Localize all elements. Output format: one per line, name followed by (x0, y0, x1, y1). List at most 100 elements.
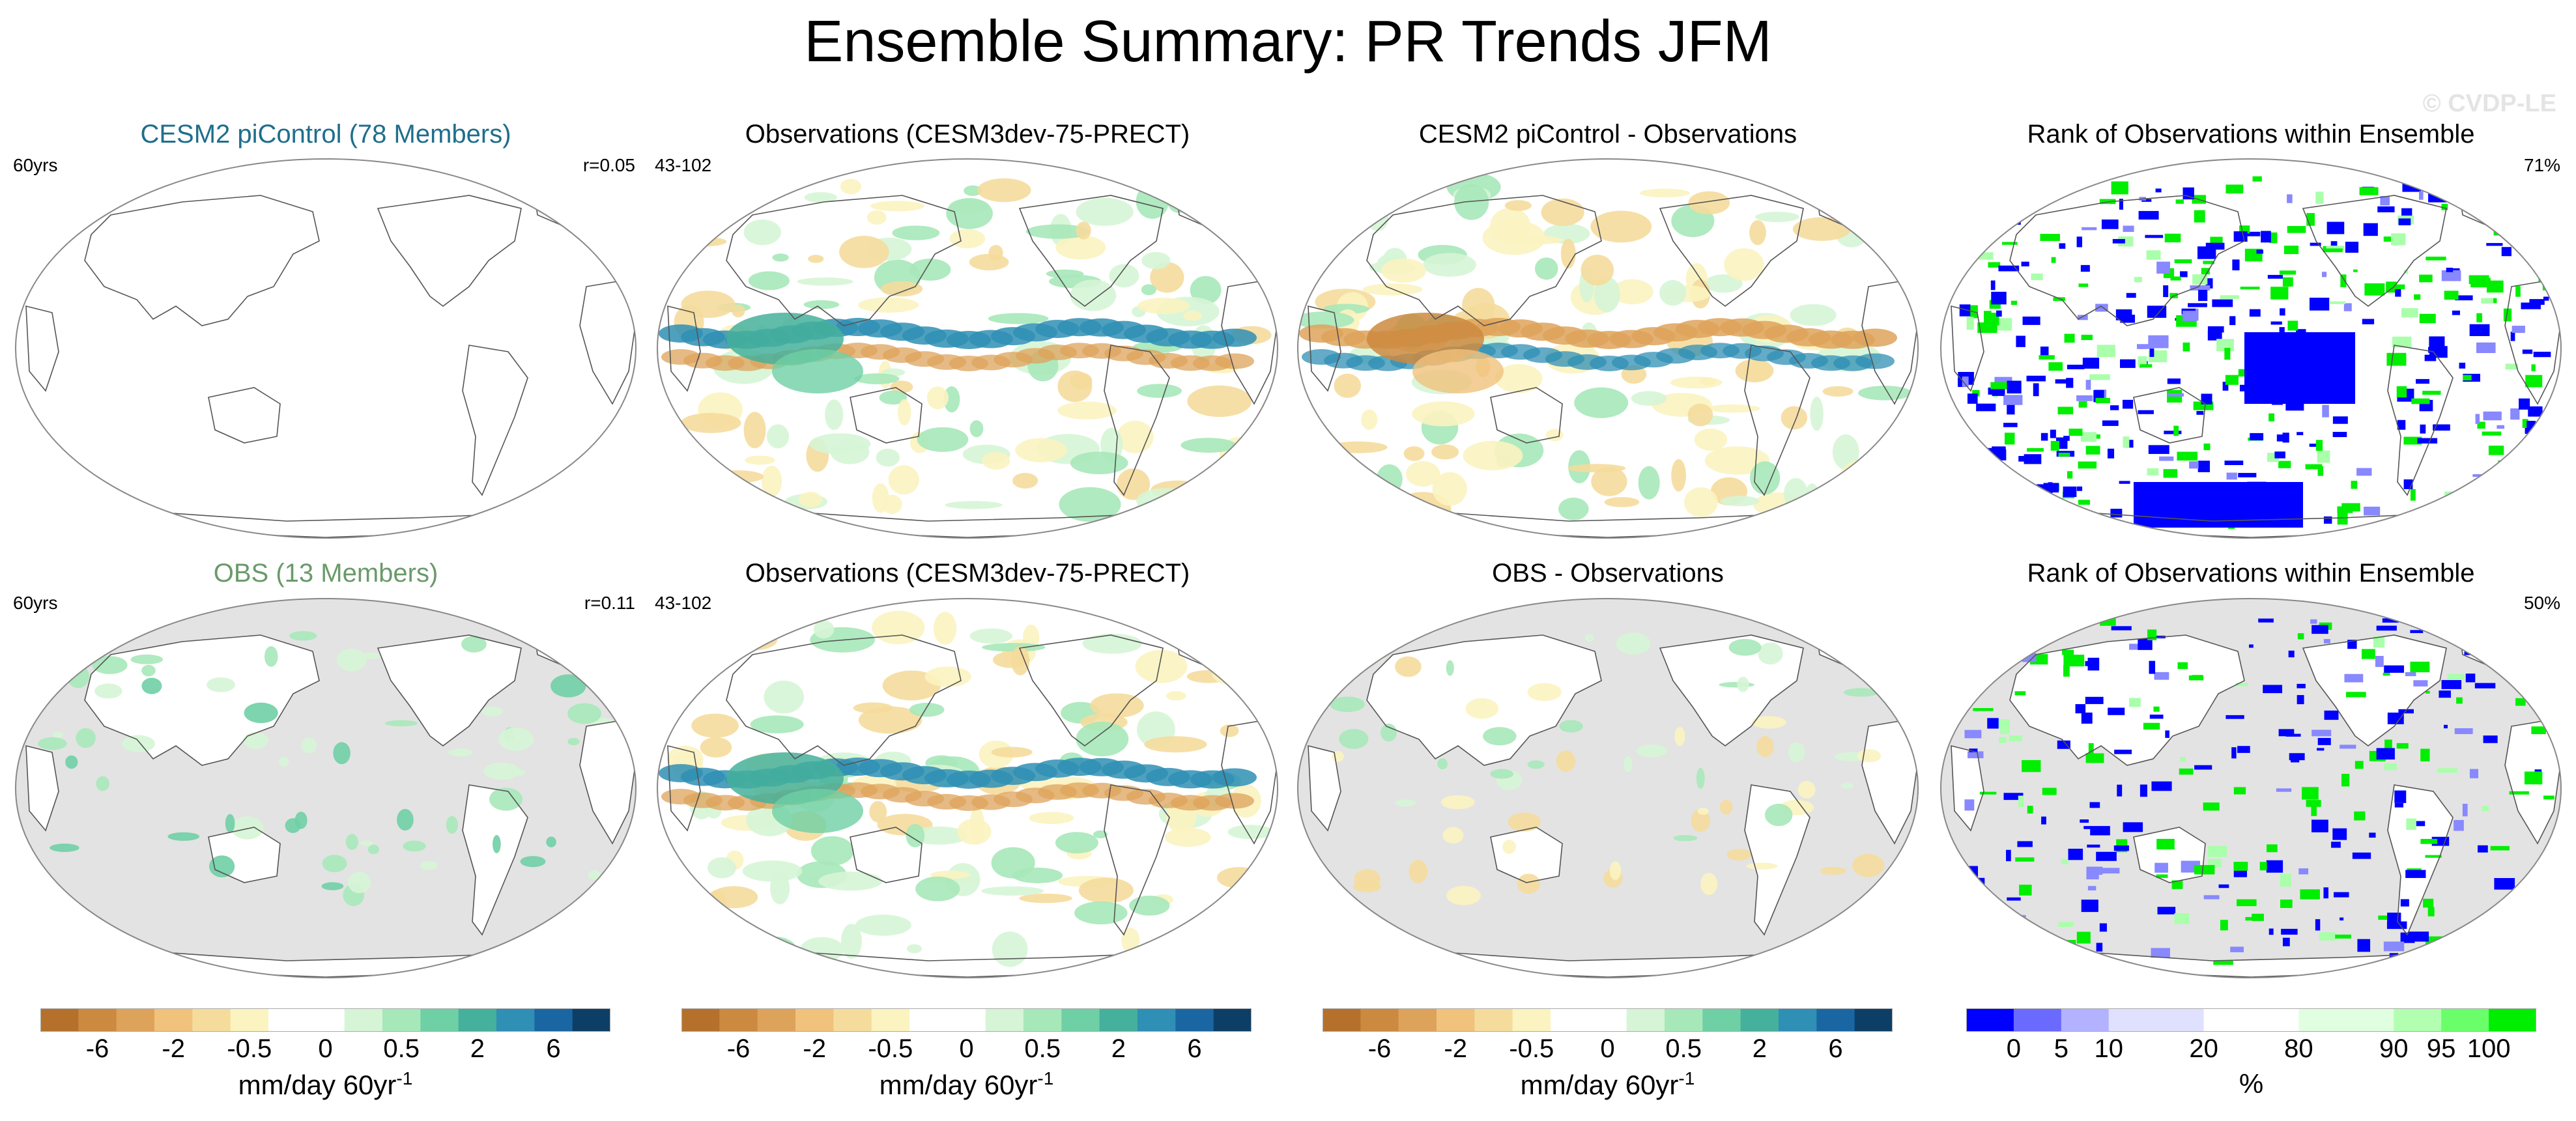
coastline (2387, 345, 2454, 496)
trend-cell (1129, 895, 1170, 916)
rank-cell (2398, 218, 2411, 225)
trend-cell (1215, 353, 1254, 369)
trend-cell (1059, 487, 1121, 522)
trend-cell (748, 271, 790, 291)
trend-cell (1719, 681, 1754, 688)
colorbar-swatch (1360, 1008, 1399, 1032)
rank-cell (2196, 410, 2204, 415)
rank-cell (2535, 220, 2554, 223)
rank-cell (2472, 485, 2478, 495)
rank-cell (2376, 748, 2395, 760)
rank-cell (2335, 934, 2351, 939)
trend-cell (167, 832, 200, 841)
trend-cell (1527, 760, 1545, 769)
coastline (1490, 387, 1563, 444)
rank-cell (1998, 265, 2020, 272)
trend-cell (1867, 628, 1875, 646)
trend-cell (1166, 185, 1191, 213)
rank-cell (2382, 618, 2399, 623)
rank-cell (2229, 316, 2236, 326)
trend-cell (225, 814, 235, 833)
trend-cell (707, 857, 737, 879)
trend-cell (1527, 683, 1562, 702)
rank-cell (2423, 898, 2434, 908)
rank-cell (2188, 303, 2207, 307)
rank-cell (1988, 262, 2001, 268)
trend-cell (1700, 873, 1718, 896)
rank-cell (2005, 484, 2023, 491)
rank-cell (2296, 329, 2306, 333)
rank-cell (2076, 395, 2093, 401)
rank-cell (2344, 674, 2364, 683)
rank-cell (2149, 348, 2154, 357)
rank-cell (2233, 862, 2248, 871)
trend-cell (888, 465, 919, 495)
rank-cell (2377, 206, 2395, 212)
trend-cell (359, 840, 374, 846)
map-panel (1940, 598, 2562, 978)
rank-cell (2138, 356, 2147, 367)
map-panel (1297, 598, 1919, 978)
trend-cell (743, 219, 781, 246)
rank-cell (2077, 315, 2088, 320)
trend-cell (38, 737, 67, 750)
trend-cell (691, 199, 720, 229)
trend-cell (663, 879, 699, 893)
rank-cell (2042, 625, 2052, 636)
trend-cell (946, 198, 993, 229)
map-panel (657, 158, 1278, 539)
colorbar-tick-label: 6 (1828, 1034, 1843, 1063)
rank-cell (2097, 345, 2115, 358)
trend-cell (1070, 279, 1117, 311)
trend-cell (1604, 497, 1640, 507)
panel-right-label: r=0.05 (582, 155, 635, 175)
trend-cell (892, 225, 940, 240)
colorbar-swatch (1854, 1008, 1893, 1032)
panel-title: Rank of Observations within Ensemble (2027, 559, 2475, 588)
rank-cell (2469, 275, 2489, 285)
trend-cell (1749, 220, 1766, 246)
trend-cell (1403, 446, 1425, 461)
colorbar-swatch (1138, 1008, 1176, 1032)
rank-cell (2022, 316, 2040, 325)
colorbar-swatch (909, 1008, 948, 1032)
rank-cell (2526, 882, 2543, 896)
trend-cell (1764, 803, 1793, 827)
rank-cell (2123, 225, 2134, 233)
rank-cell (2476, 313, 2482, 322)
trend-cell (772, 789, 863, 833)
rank-cell (2027, 447, 2044, 452)
rank-cell (2180, 271, 2188, 277)
trend-cell (761, 466, 782, 497)
trend-cell (1696, 767, 1705, 789)
coastline (462, 784, 528, 936)
rank-cell (2085, 696, 2104, 704)
rank-cell (2302, 787, 2319, 800)
rank-cell (2098, 868, 2120, 873)
trend-cell (1217, 867, 1261, 888)
rank-cell (2067, 364, 2085, 369)
trend-cell (1078, 877, 1134, 903)
rank-cell (2477, 421, 2485, 429)
rank-cell (2522, 419, 2528, 428)
rank-cell (2037, 945, 2055, 952)
colorbar-swatch (268, 1008, 307, 1032)
rank-cell (2454, 728, 2473, 734)
coastline (850, 827, 923, 883)
trend-cell (800, 937, 844, 962)
rank-cell (2447, 674, 2465, 680)
rank-cell (2003, 793, 2024, 801)
rank-cell (2017, 841, 2033, 847)
rank-cell (1977, 322, 1997, 333)
rank-cell (2096, 851, 2117, 861)
rank-cell (2490, 845, 2510, 851)
trend-cell (857, 297, 919, 313)
colorbar-tick-labels: 0 5 10 20 80 90 95 100 (1966, 1034, 2536, 1067)
rank-cell (2027, 806, 2033, 814)
rank-cell (1964, 489, 1980, 502)
rank-cell (2095, 304, 2108, 312)
colorbar (40, 1008, 610, 1032)
rank-cell (2470, 931, 2483, 939)
trend-cell (1442, 827, 1464, 844)
panel-title: CESM2 piControl - Observations (1418, 120, 1797, 149)
